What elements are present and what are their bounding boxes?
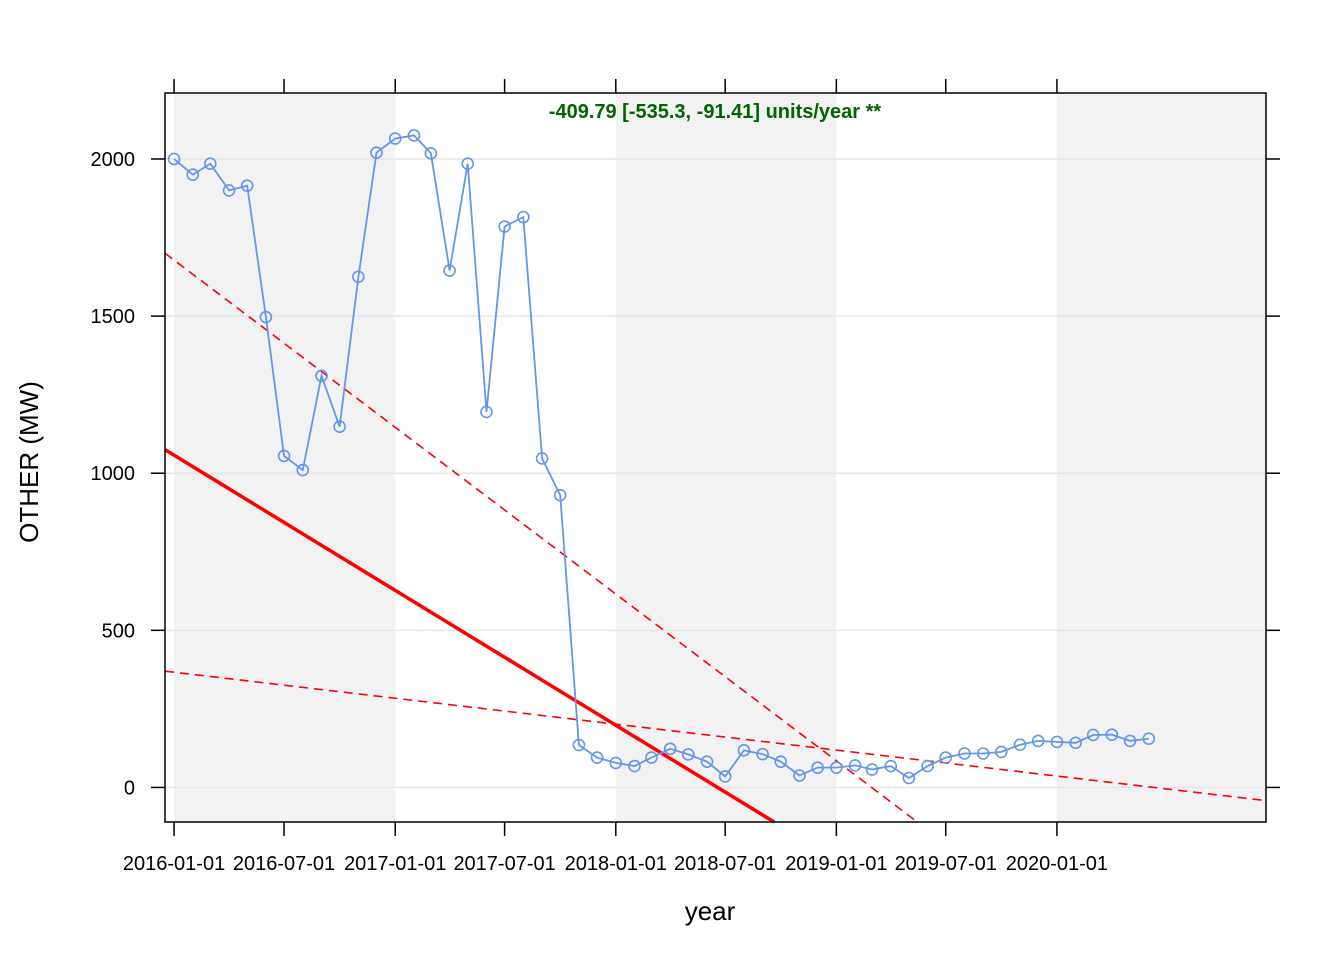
data-point — [1142, 732, 1156, 746]
data-point — [1105, 728, 1119, 741]
data-point — [553, 488, 567, 502]
data-point — [609, 756, 623, 770]
data-point — [645, 751, 658, 764]
data-point — [1086, 728, 1100, 742]
y-tick-label: 500 — [102, 620, 135, 642]
data-series — [167, 129, 1156, 785]
data-point — [995, 745, 1008, 759]
x-tick-label: 2016-07-01 — [233, 853, 335, 875]
x-tick-label: 2019-07-01 — [895, 853, 997, 875]
data-point — [628, 759, 641, 773]
gridlines — [165, 158, 1266, 789]
data-point — [572, 738, 586, 752]
data-point — [204, 157, 217, 171]
data-point — [921, 759, 934, 773]
data-point — [1069, 736, 1082, 750]
data-point — [480, 405, 493, 419]
data-point — [774, 755, 788, 768]
data-point — [222, 184, 236, 197]
axis-ticks — [151, 79, 1280, 836]
y-axis-title: OTHER (MW) — [14, 381, 44, 543]
data-point — [793, 769, 806, 782]
data-point — [333, 420, 346, 434]
data-point — [370, 146, 383, 160]
trend-line-dashed-1 — [164, 252, 918, 823]
data-point — [756, 747, 769, 761]
data-point — [865, 763, 879, 776]
data-point — [535, 452, 549, 465]
data-point — [259, 310, 273, 324]
data-point — [682, 748, 695, 761]
data-point — [1050, 735, 1064, 749]
y-tick-label: 1500 — [91, 306, 136, 328]
x-tick-labels: 2016-01-01 2016-07-01 2017-01-01 2017-07-01… — [123, 853, 1108, 875]
x-tick-label: 2020-01-01 — [1006, 853, 1108, 875]
shade-band-1 — [615, 93, 837, 822]
y-tick-label: 0 — [124, 777, 135, 799]
data-point — [186, 168, 200, 181]
shade-band-2 — [1056, 93, 1266, 822]
x-tick-label: 2019-01-01 — [785, 853, 887, 875]
data-point — [902, 771, 916, 785]
x-axis-title: year — [685, 896, 736, 926]
data-point — [296, 463, 310, 477]
data-point — [443, 264, 456, 277]
data-point — [718, 770, 732, 783]
data-point — [388, 132, 402, 145]
y-tick-labels: 0 500 1000 1500 2000 — [91, 149, 136, 799]
data-point — [407, 129, 421, 142]
x-tick-label: 2018-01-01 — [565, 853, 667, 875]
data-point — [240, 179, 254, 192]
data-point — [352, 270, 365, 284]
trend-lines — [164, 252, 1267, 824]
data-point — [424, 147, 438, 160]
trend-line-dashed-2 — [164, 670, 1267, 802]
data-point — [811, 761, 824, 774]
data-point — [1031, 734, 1045, 748]
data-point — [315, 369, 328, 383]
y-tick-label: 2000 — [91, 149, 136, 171]
series-line — [173, 134, 1149, 780]
data-point — [590, 751, 604, 764]
data-point — [498, 220, 511, 233]
x-tick-label: 2018-07-01 — [674, 853, 776, 875]
data-point — [663, 742, 677, 756]
x-tick-label: 2017-01-01 — [344, 853, 446, 875]
data-point — [737, 744, 751, 757]
x-tick-label: 2016-01-01 — [123, 853, 225, 875]
trend-line-solid-0 — [164, 448, 776, 824]
data-point — [1123, 734, 1137, 748]
data-point — [958, 747, 971, 760]
data-point — [167, 152, 181, 166]
data-point — [848, 759, 862, 772]
annotation: -409.79 [-535.3, -91.41] units/year ** — [549, 101, 882, 123]
y-tick-label: 1000 — [91, 463, 136, 485]
data-point — [1013, 738, 1027, 752]
data-point — [700, 755, 714, 768]
plot-frame — [164, 92, 1267, 823]
x-tick-label: 2017-07-01 — [453, 853, 555, 875]
data-point — [517, 210, 530, 224]
data-point — [976, 747, 990, 760]
data-point — [277, 449, 291, 463]
data-point — [939, 751, 953, 764]
data-point — [884, 759, 898, 773]
data-point — [830, 761, 843, 774]
data-point — [461, 157, 475, 171]
year-shading — [174, 93, 1266, 822]
